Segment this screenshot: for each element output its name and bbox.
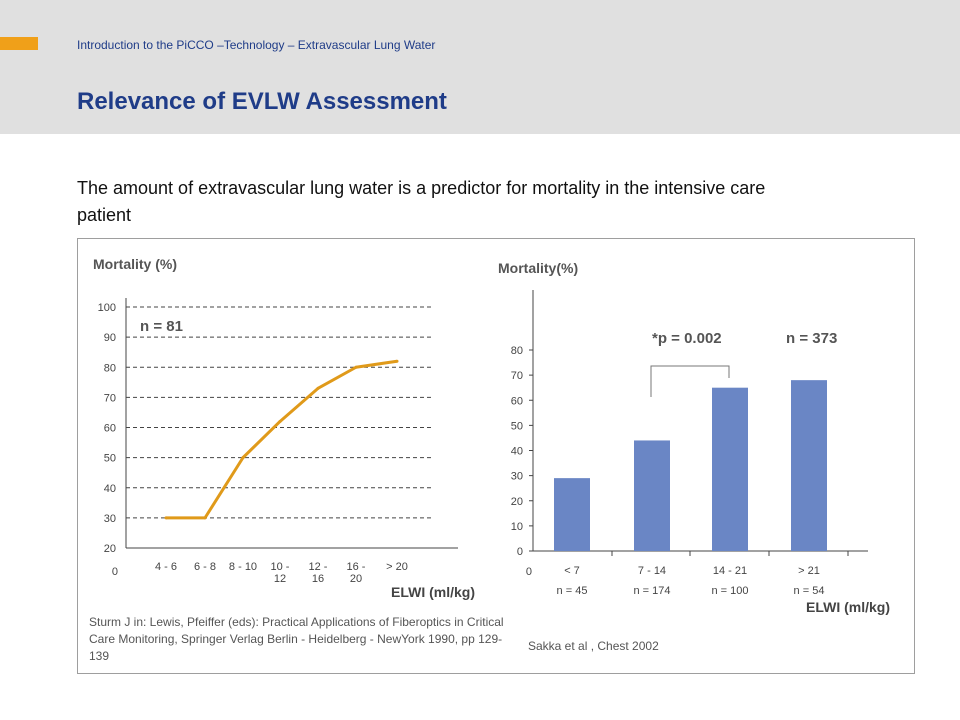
- line-point: [203, 516, 207, 520]
- left-x-tick-label: > 20: [386, 561, 408, 573]
- right-reference: Sakka et al , Chest 2002: [528, 639, 659, 653]
- mortality-bar: [712, 387, 748, 551]
- left-y-tick-label: 70: [104, 392, 116, 404]
- right-y-tick-label: 40: [511, 446, 523, 458]
- right-y-tick-label: 50: [511, 420, 523, 432]
- right-y-tick-label: 70: [511, 370, 523, 382]
- right-y-tick-label: 0: [517, 546, 523, 558]
- left-origin-label: 0: [112, 566, 118, 578]
- right-x-tick-label: < 7: [564, 565, 580, 577]
- page-title: Relevance of EVLW Assessment: [77, 88, 447, 115]
- left-y-tick-label: 20: [104, 543, 116, 555]
- left-y-tick-label: 40: [104, 483, 116, 495]
- right-x-axis-title: ELWI (ml/kg): [806, 599, 890, 615]
- right-x-tick-label: 14 - 21: [713, 565, 747, 577]
- right-y-axis-title: Mortality(%): [498, 260, 578, 276]
- right-x-tick-label: 7 - 14: [638, 565, 666, 577]
- left-x-tick-label-cont: 12: [274, 573, 286, 585]
- header-band: [0, 0, 960, 134]
- left-y-tick-label: 90: [104, 332, 116, 344]
- left-reference: Sturm J in: Lewis, Pfeiffer (eds): Pract…: [89, 615, 504, 663]
- significance-bracket: [650, 365, 730, 397]
- sample-size-label: n = 45: [557, 585, 588, 597]
- sample-size-label: n = 54: [794, 585, 825, 597]
- line-point: [354, 365, 358, 369]
- left-y-tick-label: 60: [104, 423, 116, 435]
- left-x-tick-label: 4 - 6: [155, 561, 177, 573]
- right-origin-label: 0: [526, 566, 532, 578]
- mortality-bar: [791, 380, 827, 551]
- line-point: [316, 386, 320, 390]
- right-x-tick-label: > 21: [798, 565, 820, 577]
- left-y-axis-title: Mortality (%): [93, 256, 177, 272]
- line-point: [278, 419, 282, 423]
- sample-size-annotation: n = 373: [786, 330, 837, 347]
- left-x-tick-label-cont: 16: [312, 573, 324, 585]
- left-x-tick-label: 6 - 8: [194, 561, 216, 573]
- right-y-tick-label: 20: [511, 496, 523, 508]
- left-x-axis-title: ELWI (ml/kg): [391, 584, 475, 600]
- left-x-tick-label: 10 -: [271, 561, 290, 573]
- right-y-tick-label: 10: [511, 521, 523, 533]
- left-x-tick-label: 16 -: [347, 561, 366, 573]
- sample-size-label: n = 100: [711, 585, 748, 597]
- left-y-tick-label: 100: [98, 302, 116, 314]
- sample-size-label: n = 174: [633, 585, 670, 597]
- line-point: [164, 516, 168, 520]
- p-value-annotation: *p = 0.002: [652, 330, 722, 347]
- right-y-tick-label: 60: [511, 395, 523, 407]
- mortality-bar: [554, 478, 590, 551]
- line-point: [241, 456, 245, 460]
- chart-frame: [77, 238, 915, 674]
- mortality-bar: [634, 440, 670, 551]
- mortality-line: [166, 359, 398, 520]
- accent-bar: [0, 37, 38, 50]
- left-y-tick-label: 30: [104, 513, 116, 525]
- left-x-tick-label-cont: 20: [350, 573, 362, 585]
- lead-text: The amount of extravascular lung water i…: [77, 178, 766, 225]
- left-y-tick-label: 50: [104, 453, 116, 465]
- left-y-tick-label: 80: [104, 362, 116, 374]
- left-x-tick-label: 12 -: [309, 561, 328, 573]
- breadcrumb: Introduction to the PiCCO –Technology – …: [77, 38, 436, 52]
- right-y-tick-label: 80: [511, 345, 523, 357]
- left-x-tick-label: 8 - 10: [229, 561, 257, 573]
- line-point: [395, 359, 399, 363]
- right-y-tick-label: 30: [511, 471, 523, 483]
- left-annotation: n = 81: [140, 318, 183, 335]
